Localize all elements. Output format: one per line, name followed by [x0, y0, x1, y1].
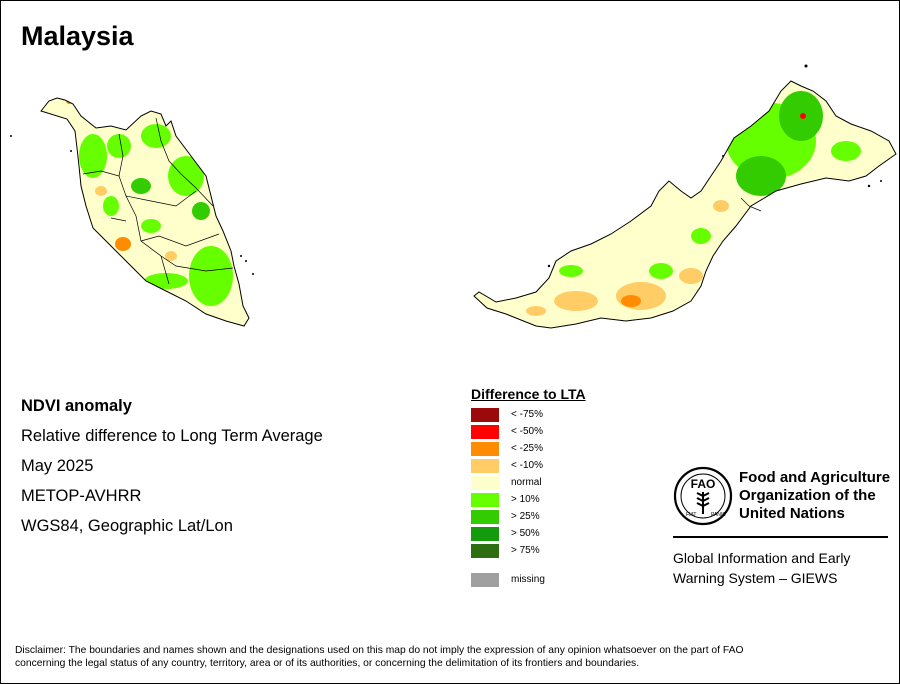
- legend-swatch: [471, 544, 499, 558]
- positive-anomaly-patch: [736, 156, 786, 196]
- positive-anomaly-patch: [559, 265, 583, 277]
- positive-anomaly-patch: [141, 124, 171, 148]
- legend-label: > 75%: [511, 545, 540, 556]
- legend-swatch: [471, 573, 499, 587]
- negative-anomaly-patch: [165, 251, 177, 261]
- organization-name-line: Food and Agriculture: [739, 469, 891, 486]
- ndvi-anomaly-map: [10, 64, 897, 329]
- product-description: Relative difference to Long Term Average: [21, 427, 323, 445]
- projection: WGS84, Geographic Lat/Lon: [21, 517, 233, 535]
- giews-name-line: Warning System – GIEWS: [673, 570, 838, 586]
- legend-items: < -75% < -50% < -25% < -10% normal > 10% > 25%…: [471, 406, 586, 559]
- legend-item-missing: missing: [471, 571, 586, 588]
- positive-anomaly-patch: [168, 156, 204, 196]
- legend-label: > 10%: [511, 494, 540, 505]
- legend-swatch: [471, 476, 499, 490]
- organization-name-line: United Nations: [739, 505, 845, 522]
- coastal-islands: [10, 135, 254, 275]
- giews-name: Global Information and Early Warning Sys…: [673, 548, 850, 588]
- legend-label: normal: [511, 477, 542, 488]
- disclaimer: Disclaimer: The boundaries and names sho…: [15, 644, 885, 670]
- legend-item: normal: [471, 474, 586, 491]
- legend-swatch: [471, 493, 499, 507]
- legend-item: < -75%: [471, 406, 586, 423]
- legend-item: > 25%: [471, 508, 586, 525]
- divider: [673, 536, 888, 538]
- time-period: May 2025: [21, 457, 94, 475]
- peninsular-coastline: [40, 97, 250, 327]
- legend-label: > 50%: [511, 528, 540, 539]
- legend-item: > 75%: [471, 542, 586, 559]
- legend: Difference to LTA < -75% < -50% < -25% < -1…: [471, 386, 586, 588]
- borneo-coastline: [473, 80, 897, 329]
- fao-logo: FAO FIAT PANIS: [673, 466, 733, 526]
- disclaimer-line: Disclaimer: The boundaries and names sho…: [15, 645, 744, 656]
- product-name: NDVI anomaly: [21, 397, 132, 415]
- positive-anomaly-patch: [141, 219, 161, 233]
- positive-anomaly-patch: [131, 178, 151, 194]
- sensor: METOP-AVHRR: [21, 487, 142, 505]
- legend-item: < -25%: [471, 440, 586, 457]
- legend-swatch: [471, 459, 499, 473]
- state-boundaries: [82, 117, 234, 285]
- giews-name-line: Global Information and Early: [673, 550, 851, 566]
- fao-logo-letters: FAO: [691, 477, 716, 491]
- legend-label: < -10%: [511, 460, 543, 471]
- legend-item: < -50%: [471, 423, 586, 440]
- legend-label: < -25%: [511, 443, 543, 454]
- negative-anomaly-patch: [526, 306, 546, 316]
- legend-label: < -75%: [511, 409, 543, 420]
- legend-swatch: [471, 442, 499, 456]
- legend-swatch: [471, 408, 499, 422]
- legend-swatch: [471, 425, 499, 439]
- legend-label: missing: [511, 574, 545, 585]
- borneo-islands: [547, 64, 882, 268]
- fao-motto-right: PANIS: [711, 512, 726, 518]
- positive-anomaly-patch: [649, 263, 673, 279]
- negative-anomaly-patch: [554, 291, 598, 311]
- legend-label: > 25%: [511, 511, 540, 522]
- positive-anomaly-patch: [192, 202, 210, 220]
- legend-swatch: [471, 527, 499, 541]
- legend-title: Difference to LTA: [471, 386, 586, 402]
- peninsular-anomaly-patches: [66, 98, 233, 306]
- positive-anomaly-patch: [189, 246, 233, 306]
- legend-item: < -10%: [471, 457, 586, 474]
- organization-name: Food and Agriculture Organization of the…: [739, 469, 890, 523]
- positive-anomaly-patch: [831, 141, 861, 161]
- negative-anomaly-patch: [800, 113, 806, 119]
- legend-label: < -50%: [511, 426, 543, 437]
- legend-item: > 10%: [471, 491, 586, 508]
- map-title: Malaysia: [21, 21, 134, 51]
- legend-item: > 50%: [471, 525, 586, 542]
- legend-swatch: [471, 510, 499, 524]
- state-boundary: [740, 197, 762, 212]
- negative-anomaly-patch: [616, 282, 666, 310]
- fao-motto-left: FIAT: [686, 512, 696, 518]
- positive-anomaly-patch: [103, 196, 119, 216]
- positive-anomaly-patch: [79, 134, 107, 178]
- positive-anomaly-patch: [144, 273, 188, 289]
- negative-anomaly-patch: [115, 237, 131, 251]
- positive-anomaly-patch: [691, 228, 711, 244]
- organization-name-line: Organization of the: [739, 487, 876, 504]
- negative-anomaly-patch: [95, 186, 107, 196]
- negative-anomaly-patch: [713, 200, 729, 212]
- disclaimer-line: concerning the legal status of any count…: [15, 658, 640, 669]
- negative-anomaly-patch: [621, 295, 641, 307]
- map-info: NDVI anomaly Relative difference to Long…: [21, 391, 323, 541]
- positive-anomaly-patch: [107, 134, 131, 158]
- negative-anomaly-patch: [679, 268, 703, 284]
